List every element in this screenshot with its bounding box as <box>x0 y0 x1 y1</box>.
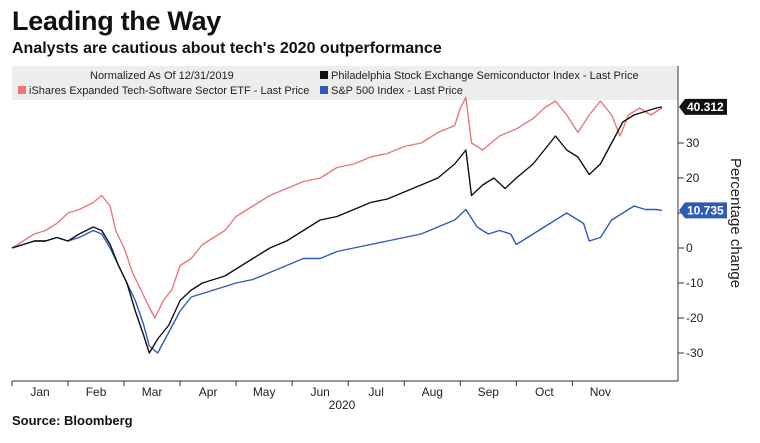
legend-note: Normalized As Of 12/31/2019 <box>90 70 234 82</box>
series-line <box>11 96 663 319</box>
y-tick-label: 20 <box>686 171 700 185</box>
legend-entry: iShares Expanded Tech-Software Sector ET… <box>29 85 309 97</box>
x-tick-label: Nov <box>590 385 611 399</box>
y-tick-label: 0 <box>686 241 693 255</box>
chart-title: Leading the Way <box>12 6 222 36</box>
legend-entry: S&P 500 Index - Last Price <box>331 85 463 97</box>
x-tick-label: Aug <box>422 385 443 399</box>
x-tick-label: Oct <box>535 385 554 399</box>
legend-swatch <box>320 86 328 94</box>
y-tick-label: -10 <box>686 276 704 290</box>
last-value-flags: 40.312 10.735 <box>679 98 727 219</box>
y-axis-label: Percentage change <box>727 158 744 288</box>
x-tick-label: Jun <box>311 385 330 399</box>
series-line <box>11 106 663 354</box>
source-note: Source: Bloomberg <box>12 413 133 428</box>
last-value-label: 40.312 <box>687 100 724 114</box>
series-line <box>11 205 663 354</box>
y-axis-ticks: -30-20-100102030 <box>678 136 704 360</box>
y-tick-label: 30 <box>686 136 700 150</box>
x-tick-label: Apr <box>199 385 218 399</box>
last-value-flag <box>679 202 727 219</box>
x-tick-label: Jul <box>369 385 384 399</box>
legend: Philadelphia Stock Exchange Semiconducto… <box>18 70 639 97</box>
x-tick-label: Jan <box>30 385 49 399</box>
legend-swatch <box>320 71 328 79</box>
legend-entry: Philadelphia Stock Exchange Semiconducto… <box>331 70 639 82</box>
last-value-label: 10.735 <box>687 203 724 217</box>
x-tick-label: May <box>253 385 276 399</box>
x-tick-label: Mar <box>142 385 163 399</box>
legend-box <box>12 66 678 100</box>
x-tick-label: Feb <box>86 385 107 399</box>
legend-swatch <box>18 86 26 94</box>
plot-area <box>11 96 663 354</box>
x-tick-label: Sep <box>478 385 500 399</box>
y-tick-label: -30 <box>686 346 704 360</box>
chart-subtitle: Analysts are cautious about tech's 2020 … <box>12 40 442 57</box>
y-tick-label: -20 <box>686 311 704 325</box>
x-axis-year-label: 2020 <box>329 398 356 412</box>
last-value-flag <box>679 98 727 115</box>
x-axis-ticks: Jan Feb Mar Apr May Jun Jul Aug Sep Oct Nov <box>11 381 611 399</box>
